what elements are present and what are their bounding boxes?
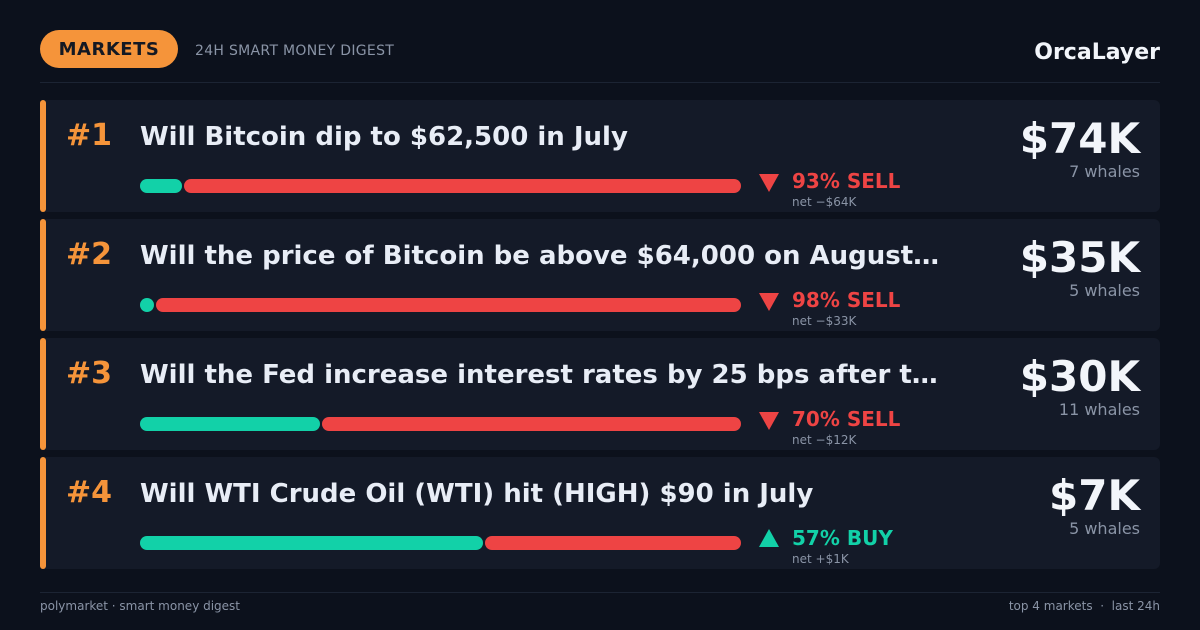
signal-label: 93% SELL [792, 169, 901, 193]
market-title[interactable]: Will Bitcoin dip to $62,500 in July [140, 122, 628, 152]
volume-amount: $74K [1019, 114, 1140, 163]
buy-segment [140, 179, 182, 193]
market-row[interactable]: #2 Will the price of Bitcoin be above $6… [40, 219, 1160, 331]
down-arrow-icon [759, 412, 779, 430]
footer-source: polymarket · smart money digest [40, 599, 241, 613]
row-accent-bar [40, 457, 46, 569]
net-flow: net +$1K [792, 552, 849, 566]
flow-bar [140, 179, 741, 193]
market-row[interactable]: #3 Will the Fed increase interest rates … [40, 338, 1160, 450]
row-accent-bar [40, 338, 46, 450]
market-row[interactable]: #4 Will WTI Crude Oil (WTI) hit (HIGH) $… [40, 457, 1160, 569]
whale-count: 11 whales [1058, 400, 1140, 419]
down-arrow-icon [759, 174, 779, 192]
volume-amount: $30K [1019, 352, 1140, 401]
market-rank: #3 [66, 356, 113, 391]
buy-segment [140, 417, 320, 431]
volume-amount: $35K [1019, 233, 1140, 282]
whale-count: 7 whales [1069, 162, 1140, 181]
category-pill[interactable]: MARKETS [40, 30, 178, 68]
signal-label: 57% BUY [792, 526, 893, 550]
row-accent-bar [40, 219, 46, 331]
market-row[interactable]: #1 Will Bitcoin dip to $62,500 in July 9… [40, 100, 1160, 212]
whale-count: 5 whales [1069, 281, 1140, 300]
sell-segment [322, 417, 741, 431]
footer-meta: top 4 markets · last 24h [1008, 599, 1160, 613]
buy-segment [140, 536, 483, 550]
sell-segment [184, 179, 741, 193]
up-arrow-icon [759, 529, 779, 547]
sell-segment [485, 536, 741, 550]
net-flow: net −$33K [792, 314, 857, 328]
signal-label: 70% SELL [792, 407, 901, 431]
digest-subtitle: 24H SMART MONEY DIGEST [195, 43, 395, 59]
header: MARKETS 24H SMART MONEY DIGEST OrcaLayer [40, 30, 1160, 83]
row-accent-bar [40, 100, 46, 212]
buy-segment [140, 298, 154, 312]
market-rank: #2 [66, 237, 113, 272]
flow-bar [140, 298, 741, 312]
market-list: #1 Will Bitcoin dip to $62,500 in July 9… [40, 100, 1160, 576]
market-title[interactable]: Will the price of Bitcoin be above $64,0… [140, 241, 945, 271]
sell-segment [156, 298, 741, 312]
down-arrow-icon [759, 293, 779, 311]
market-title[interactable]: Will WTI Crude Oil (WTI) hit (HIGH) $90 … [140, 479, 814, 509]
market-rank: #1 [66, 118, 113, 153]
whale-count: 5 whales [1069, 519, 1140, 538]
market-title[interactable]: Will the Fed increase interest rates by … [140, 360, 945, 390]
flow-bar [140, 536, 741, 550]
footer: polymarket · smart money digest top 4 ma… [40, 592, 1160, 613]
net-flow: net −$64K [792, 195, 857, 209]
brand-logo: OrcaLayer [1034, 40, 1160, 65]
flow-bar [140, 417, 741, 431]
signal-label: 98% SELL [792, 288, 901, 312]
net-flow: net −$12K [792, 433, 857, 447]
volume-amount: $7K [1049, 471, 1140, 520]
market-rank: #4 [66, 475, 113, 510]
